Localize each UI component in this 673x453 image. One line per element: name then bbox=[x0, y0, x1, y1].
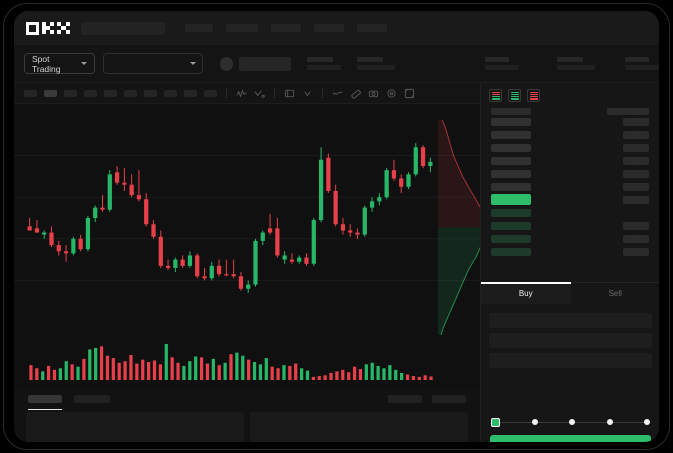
stat-24h-change bbox=[357, 57, 396, 70]
toolbar-divider bbox=[322, 88, 323, 98]
logo-letter-x bbox=[57, 21, 70, 35]
orderbook-rows bbox=[481, 115, 659, 258]
timeframe-1m[interactable] bbox=[24, 89, 37, 97]
price-chart[interactable] bbox=[14, 104, 480, 336]
bottom-cards bbox=[14, 412, 480, 442]
nav-buy-crypto[interactable] bbox=[185, 24, 213, 32]
trade-side-tabs: Buy Sell bbox=[481, 282, 659, 304]
timeframe-5m[interactable] bbox=[44, 89, 57, 97]
settings-icon[interactable] bbox=[386, 88, 397, 99]
stat-24h-high bbox=[485, 57, 520, 70]
tab-open-orders[interactable] bbox=[28, 395, 62, 410]
orderbook-row[interactable] bbox=[481, 206, 659, 219]
line-chart-icon[interactable] bbox=[332, 88, 343, 99]
trading-pair-dropdown[interactable] bbox=[102, 53, 204, 74]
orderbook-bids-icon[interactable] bbox=[508, 89, 521, 102]
timeframe-1mo[interactable] bbox=[184, 89, 197, 97]
timeframe-more[interactable] bbox=[204, 89, 217, 97]
toolbar-divider bbox=[226, 88, 227, 98]
timeframe-1h[interactable] bbox=[104, 89, 117, 97]
bottom-tab-bar bbox=[14, 388, 480, 410]
compare-icon[interactable] bbox=[254, 88, 265, 99]
logo-letter-k bbox=[41, 21, 55, 35]
ticker-bar: Spot Trading bbox=[14, 45, 659, 83]
chevron-down-icon bbox=[190, 62, 197, 65]
spot-trading-dropdown[interactable]: Spot Trading bbox=[24, 53, 95, 74]
volume-series bbox=[29, 344, 433, 380]
coin-avatar bbox=[220, 56, 234, 71]
timeframe-1d[interactable] bbox=[144, 89, 157, 97]
stat-last-price bbox=[307, 57, 342, 70]
tab-order-history[interactable] bbox=[74, 395, 110, 403]
timeframe-30m[interactable] bbox=[84, 89, 97, 97]
nav-more[interactable] bbox=[357, 24, 387, 32]
chart-toolbar bbox=[14, 83, 480, 104]
app-screen: Spot Trading bbox=[14, 11, 659, 442]
timeframe-1w[interactable] bbox=[164, 89, 177, 97]
stat-24h-volume bbox=[625, 57, 659, 70]
stat-24h-low bbox=[557, 57, 596, 70]
primary-cta-button[interactable] bbox=[490, 435, 651, 442]
toolbar-divider bbox=[274, 88, 275, 98]
order-form bbox=[481, 308, 659, 368]
orderbook-row[interactable] bbox=[481, 167, 659, 180]
orderbook-view-modes bbox=[481, 83, 659, 102]
orderbook-row[interactable] bbox=[481, 115, 659, 128]
orderbook-both-icon[interactable] bbox=[489, 89, 502, 102]
orderbook-asks-icon[interactable] bbox=[527, 89, 540, 102]
orderbook-row[interactable] bbox=[481, 180, 659, 193]
orderbook-row[interactable] bbox=[481, 141, 659, 154]
step-dot-1[interactable] bbox=[491, 417, 500, 427]
camera-icon[interactable] bbox=[368, 88, 379, 99]
bottom-card-assets[interactable] bbox=[250, 412, 468, 442]
onboarding-stepper bbox=[481, 413, 659, 431]
nav-earn[interactable] bbox=[314, 24, 344, 32]
step-dot-3[interactable] bbox=[569, 419, 575, 425]
orderbook-price-header bbox=[491, 108, 531, 115]
templates-icon[interactable] bbox=[284, 88, 295, 99]
tab-buy[interactable]: Buy bbox=[481, 282, 571, 304]
spot-trading-label: Spot Trading bbox=[32, 53, 61, 74]
pair-name-placeholder bbox=[239, 56, 292, 71]
global-search-input[interactable] bbox=[81, 21, 165, 35]
timeframe-4h[interactable] bbox=[124, 89, 137, 97]
ruler-icon[interactable] bbox=[350, 88, 361, 99]
tab-buy-label: Buy bbox=[518, 289, 533, 298]
orderbook-row[interactable] bbox=[481, 245, 659, 258]
bottom-action-hide-other[interactable] bbox=[388, 395, 422, 403]
tab-sell-label: Sell bbox=[608, 289, 622, 298]
nav-trade[interactable] bbox=[271, 24, 301, 32]
order-amount-field[interactable] bbox=[489, 333, 652, 348]
tab-sell[interactable]: Sell bbox=[571, 283, 660, 304]
chevron-down-icon bbox=[80, 62, 87, 65]
logo-letter-o bbox=[26, 21, 39, 35]
fullscreen-icon[interactable] bbox=[404, 88, 415, 99]
bottom-action-cancel-all[interactable] bbox=[432, 395, 466, 403]
step-dot-2[interactable] bbox=[531, 419, 538, 425]
nav-markets[interactable] bbox=[226, 24, 258, 32]
chart-type-icon[interactable] bbox=[302, 88, 313, 99]
bottom-card-orders[interactable] bbox=[26, 412, 244, 442]
orderbook-row-highlighted[interactable] bbox=[481, 193, 659, 206]
orderbook-trade-panel: Buy Sell bbox=[480, 83, 659, 442]
orderbook-column-headers bbox=[481, 102, 659, 115]
indicators-icon[interactable] bbox=[236, 88, 247, 99]
header-nav bbox=[185, 24, 387, 32]
order-price-field[interactable] bbox=[489, 313, 652, 328]
orderbook-total-header bbox=[607, 108, 649, 115]
step-dot-5[interactable] bbox=[644, 419, 650, 425]
app-header bbox=[14, 11, 659, 45]
step-dot-4[interactable] bbox=[606, 419, 613, 425]
bottom-tab-actions bbox=[388, 395, 466, 403]
candlestick-series bbox=[14, 143, 480, 293]
timeframe-15m[interactable] bbox=[64, 89, 77, 97]
okx-logo[interactable] bbox=[26, 21, 70, 35]
orderbook-row[interactable] bbox=[481, 154, 659, 167]
orderbook-row[interactable] bbox=[481, 232, 659, 245]
volume-chart bbox=[14, 336, 480, 388]
order-total-field[interactable] bbox=[489, 353, 652, 368]
orderbook-row[interactable] bbox=[481, 219, 659, 232]
orderbook-row[interactable] bbox=[481, 128, 659, 141]
